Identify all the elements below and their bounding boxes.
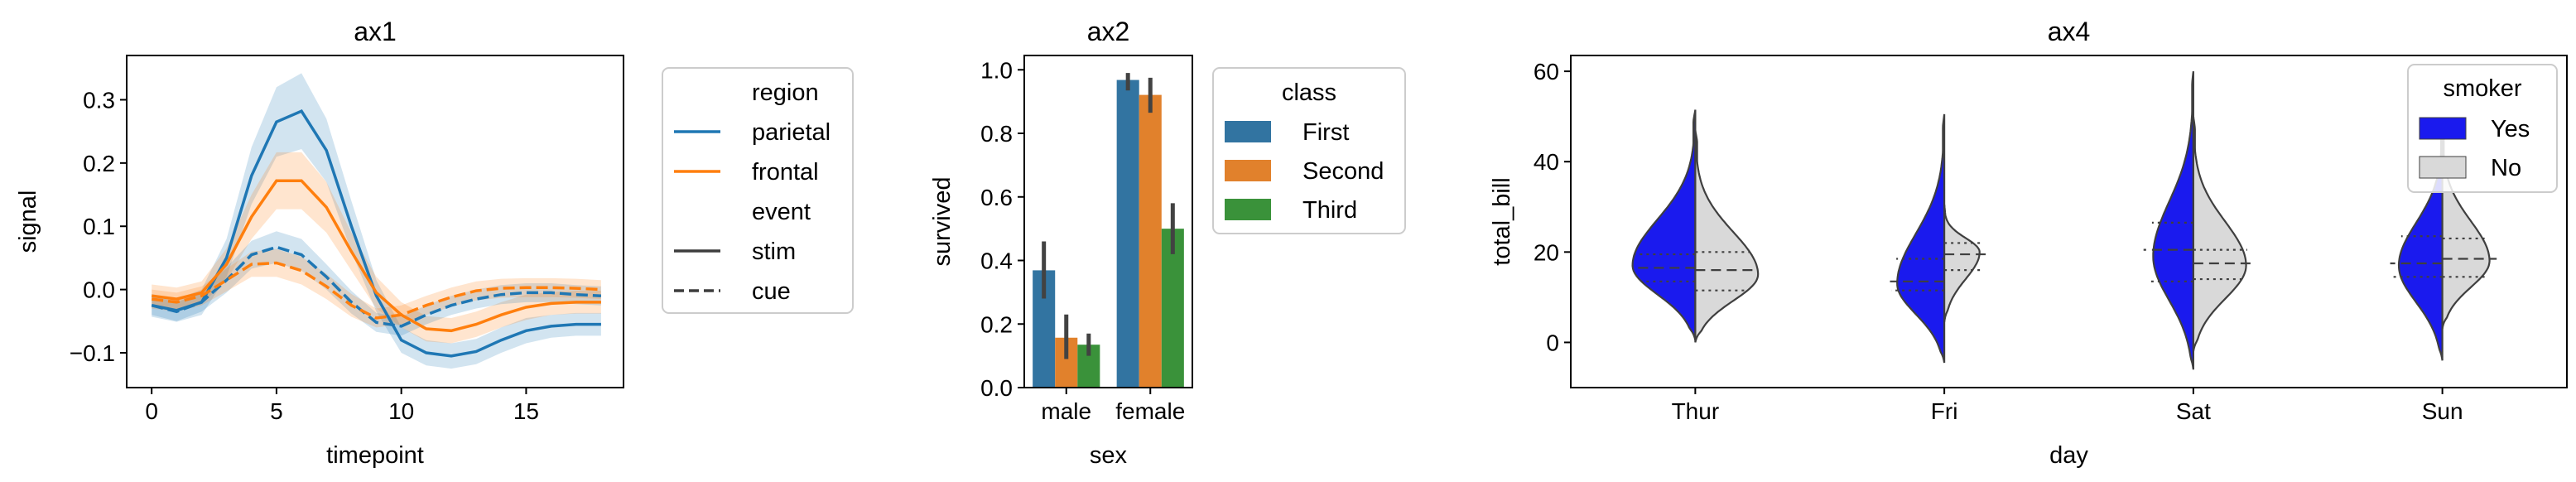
ax2-xlabel: sex — [1090, 442, 1128, 469]
ax1-xtick-label: 5 — [270, 398, 283, 424]
ax4-ylabel: total_bill — [1489, 177, 1515, 265]
ax1-legend-label: cue — [752, 278, 791, 305]
ax1-line-frontal-stim — [151, 179, 601, 333]
ax4-legend-label: No — [2491, 155, 2521, 181]
ax1-ytick-label: 0.1 — [83, 214, 115, 239]
ax2-ytick-label: 0.2 — [980, 311, 1013, 337]
ax1-ytick-label: 0.2 — [83, 151, 115, 176]
ax4-ytick-label: 60 — [1534, 59, 1559, 84]
ax1-ytick-label: 0.0 — [83, 277, 115, 303]
ax1-legend-label: stim — [752, 239, 796, 265]
ax2-legend-swatch-Third — [1225, 199, 1271, 220]
ax4-violin-Thur-No — [1694, 129, 1760, 343]
ax2-ytick-label: 1.0 — [980, 57, 1013, 83]
ax4-legend-title: smoker — [2443, 75, 2521, 102]
ax1-line-parietal-stim — [151, 109, 601, 358]
ax2-bar-female-First — [1116, 80, 1139, 388]
ax2-legend-swatch-First — [1225, 121, 1271, 142]
ax4-xtick-label: Fri — [1931, 398, 1958, 424]
ax4-legend-swatch-No — [2419, 156, 2467, 179]
ax1-ci-band-frontal-cue — [152, 248, 601, 328]
ax4-legend-swatch-Yes — [2419, 117, 2467, 140]
ax1-line-frontal-cue — [151, 261, 601, 320]
ax4-legend-label: Yes — [2491, 116, 2530, 142]
ax2-ytick-label: 0.0 — [980, 375, 1013, 401]
ax2-xtick-label: male — [1041, 398, 1091, 424]
ax4-axes-frame — [1570, 55, 2568, 388]
ax2-legend-box — [1212, 67, 1406, 234]
ax4-violin-Fri-No — [1943, 204, 1981, 323]
ax4-ytick-label: 40 — [1534, 149, 1559, 175]
ax4-xtick-label: Sat — [2176, 398, 2211, 424]
ax1-ytick-label: −0.1 — [70, 340, 115, 366]
ax2-bar-female-Third — [1161, 229, 1184, 388]
ax2-ytick-label: 0.6 — [980, 185, 1013, 210]
ax4-title: ax4 — [2048, 17, 2091, 46]
ax2-bar-female-Second — [1139, 94, 1162, 388]
ax1-xtick-label: 0 — [145, 398, 158, 424]
ax4-ytick-label: 0 — [1546, 330, 1559, 355]
ax1-ylabel: signal — [15, 190, 41, 253]
ax4-violin-Sat-Yes — [2152, 70, 2194, 370]
ax1-ci-band-parietal-cue — [152, 231, 601, 336]
ax1-legend-label: frontal — [752, 159, 819, 186]
ax1-xlabel: timepoint — [326, 442, 424, 469]
ax2-legend-swatch-Second — [1225, 160, 1271, 181]
ax4-ytick-label: 20 — [1534, 239, 1559, 265]
ax2-legend-title: class — [1282, 80, 1336, 106]
ax1-legend-label: parietal — [752, 119, 831, 146]
ax2-legend-label: First — [1302, 119, 1349, 146]
ax2-legend-label: Third — [1302, 197, 1357, 224]
ax1-legend-heading: region — [752, 80, 819, 106]
ax4-xtick-label: Sun — [2422, 398, 2463, 424]
ax1-xtick-label: 15 — [513, 398, 539, 424]
ax2-xtick-label: female — [1115, 398, 1185, 424]
ax2-ytick-label: 0.4 — [980, 248, 1013, 274]
ax1-xtick-label: 10 — [388, 398, 414, 424]
ax2-ytick-label: 0.8 — [980, 121, 1013, 147]
ax1-axes-frame — [126, 55, 624, 388]
ax2-legend-label: Second — [1302, 158, 1384, 185]
ax4-xlabel: day — [2049, 442, 2088, 469]
ax4-xtick-label: Thur — [1672, 398, 1720, 424]
ax2-ylabel: survived — [929, 177, 956, 267]
ax1-line-parietal-cue — [151, 245, 601, 328]
ax4-violin-Fri-Yes — [1896, 113, 1946, 364]
ax4-violin-Sat-No — [2192, 116, 2247, 352]
ax1-legend-heading: event — [752, 199, 811, 225]
ax1-ytick-label: 0.3 — [83, 87, 115, 113]
ax2-axes-frame — [1023, 55, 1193, 388]
ax2-title: ax2 — [1087, 17, 1130, 46]
ax1-title: ax1 — [354, 17, 397, 46]
ax4-violin-Thur-Yes — [1631, 109, 1697, 340]
